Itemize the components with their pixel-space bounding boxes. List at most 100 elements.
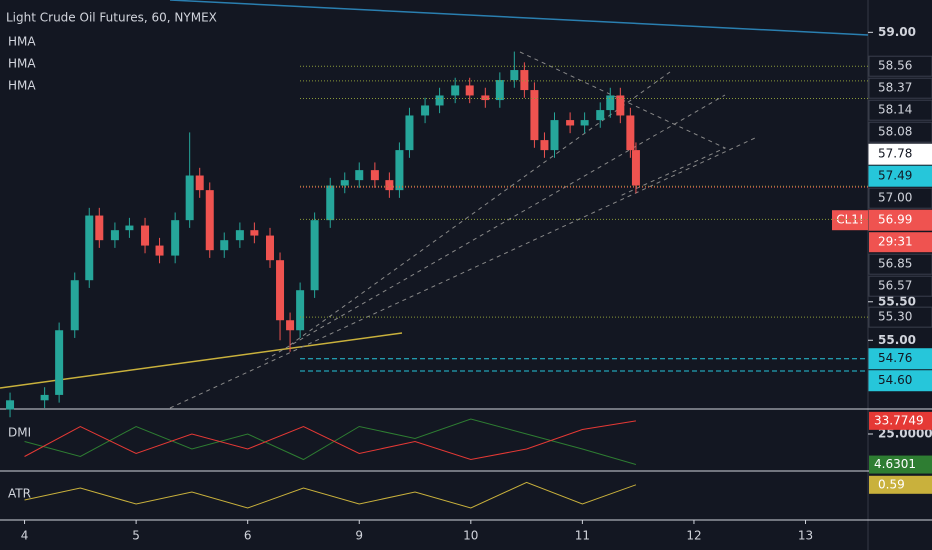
x-tick-label: 11 — [575, 529, 590, 543]
candle-body — [95, 215, 104, 241]
price-tag-label: 58.37 — [878, 81, 912, 95]
candle-body — [6, 400, 15, 410]
candle-body — [530, 90, 539, 141]
candle-body — [110, 230, 119, 241]
price-tag-label: 54.60 — [878, 373, 912, 387]
candle-body — [495, 80, 504, 101]
price-tag — [868, 55, 932, 77]
x-tick-label: 5 — [132, 529, 140, 543]
candle-body — [550, 120, 559, 151]
price-tag — [868, 143, 932, 165]
candle-body — [451, 85, 460, 96]
candle-body — [326, 185, 335, 221]
price-tag-label: 58.56 — [878, 59, 912, 73]
price-tag — [868, 370, 932, 392]
candle-body — [606, 95, 615, 111]
value-tag — [869, 475, 932, 494]
candle-body — [540, 140, 549, 151]
legend-entry: HMA — [8, 35, 36, 49]
trendline — [169, 0, 869, 36]
x-tick-label: 10 — [463, 529, 478, 543]
price-tag — [868, 77, 932, 99]
value-tag-label: 0.59 — [878, 477, 905, 491]
price-tag-label: 57.49 — [878, 169, 912, 183]
candle-body — [220, 240, 229, 251]
price-tag-label: 58.08 — [878, 125, 912, 139]
marks: 4 5 6 9 10 11 12 13 59.00 55.50 55.00 58.56 58.37 58.… — [6, 25, 932, 543]
y-tick-label: 59.00 — [878, 25, 916, 39]
price-tag — [868, 306, 932, 328]
candle-body — [520, 70, 529, 91]
countdown-tag — [869, 232, 932, 253]
candle-body — [566, 120, 575, 126]
price-tag-label: 56.57 — [878, 279, 912, 293]
x-tick-label: 12 — [686, 529, 701, 543]
candle-body — [596, 110, 605, 121]
value-tag — [869, 455, 932, 474]
candle-body — [155, 245, 164, 256]
price-tag — [868, 253, 932, 275]
candle-body — [385, 180, 394, 191]
price-tag-label: 56.85 — [878, 257, 912, 271]
candle-body — [125, 225, 134, 231]
candle-body — [421, 105, 430, 116]
candle-body — [195, 175, 204, 191]
candle-body — [405, 115, 414, 151]
x-tick-label: 13 — [798, 529, 813, 543]
price-tag — [868, 165, 932, 187]
atr-line — [24, 481, 637, 509]
candle-body — [55, 330, 64, 395]
candle-body — [465, 85, 474, 96]
y-tick-label: 55.00 — [878, 333, 916, 347]
price-tag — [868, 348, 932, 370]
trendline — [0, 332, 403, 389]
trendline — [264, 94, 726, 361]
price-tag-label: 54.76 — [878, 351, 912, 365]
candle-body — [205, 190, 214, 251]
price-tag-label: 57.00 — [878, 191, 912, 205]
price-tag-label: 58.14 — [878, 103, 912, 117]
legend-entry: HMA — [8, 57, 36, 71]
candle-body — [481, 95, 490, 101]
candle-body — [355, 170, 364, 181]
price-tag-label: 55.30 — [878, 310, 912, 324]
candle-body — [85, 215, 94, 281]
candle-body — [580, 120, 589, 126]
chart-title: Light Crude Oil Futures, 60, NYMEX — [6, 11, 217, 25]
candle-body — [276, 260, 285, 321]
trendline — [519, 51, 727, 197]
trendline — [289, 71, 671, 346]
candle-body — [171, 220, 180, 256]
candle-body — [626, 115, 635, 151]
legend-entry: HMA — [8, 79, 36, 93]
candle-body — [435, 95, 444, 106]
candle-body — [616, 95, 625, 116]
candle-body — [250, 230, 259, 236]
candle-body — [40, 394, 49, 401]
x-tick-label: 6 — [244, 529, 252, 543]
candle-body — [340, 180, 349, 186]
dmi-line — [24, 420, 637, 461]
value-tag-label: 4.6301 — [874, 457, 916, 471]
candle-body — [70, 280, 79, 331]
candle-body — [631, 150, 640, 186]
price-tag — [868, 121, 932, 143]
dmi-line — [24, 418, 637, 466]
x-tick-label: 9 — [355, 529, 363, 543]
candle-body — [185, 175, 194, 221]
price-tag-label: 57.78 — [878, 147, 912, 161]
candle-body — [310, 220, 319, 291]
price-tag-label: 56.99 — [878, 213, 912, 227]
candle-body — [510, 70, 519, 81]
value-tag-label: 33.7749 — [874, 413, 924, 427]
pane-title: ATR — [8, 487, 31, 501]
candle-body — [370, 170, 379, 181]
x-tick-label: 4 — [21, 529, 29, 543]
price-tag — [868, 209, 932, 231]
value-tag — [869, 411, 932, 430]
candle-body — [395, 150, 404, 191]
candle-body — [296, 290, 305, 331]
candle-body — [286, 320, 295, 331]
